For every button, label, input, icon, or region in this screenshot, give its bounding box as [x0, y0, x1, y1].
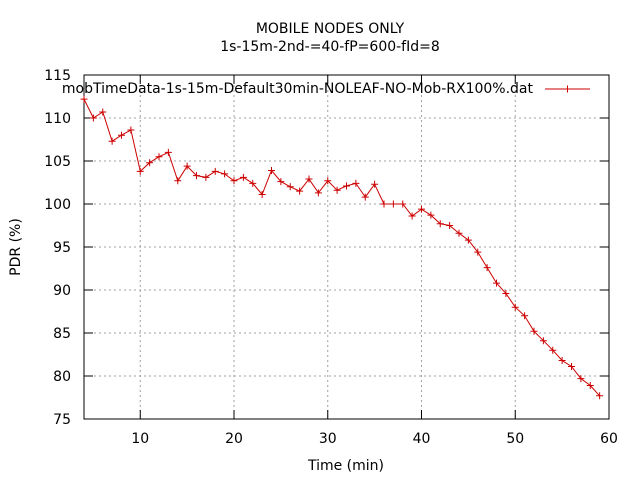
y-tick-label: 90	[53, 283, 71, 299]
data-point	[549, 346, 557, 354]
data-point	[352, 179, 360, 187]
data-point	[521, 312, 529, 320]
data-point	[455, 229, 463, 237]
data-point	[268, 166, 275, 174]
data-point	[193, 172, 200, 180]
legend-sample	[545, 85, 590, 93]
data-point	[277, 178, 285, 186]
data-point	[586, 381, 594, 389]
y-tick-label: 95	[53, 240, 71, 256]
x-tick-label: 30	[319, 431, 337, 447]
data-point	[258, 191, 266, 199]
legend-marker	[564, 85, 571, 93]
data-point	[446, 222, 454, 229]
y-tick-label: 115	[44, 68, 71, 84]
data-point	[502, 289, 510, 297]
data-point	[108, 137, 116, 145]
y-tick-label: 110	[44, 111, 71, 127]
gridlines	[84, 75, 609, 419]
data-point	[371, 180, 379, 188]
data-point	[174, 177, 182, 185]
data-point	[183, 162, 191, 170]
data-point	[596, 392, 604, 400]
y-axis-label: PDR (%)	[8, 218, 24, 276]
data-point	[155, 153, 163, 161]
data-point	[530, 327, 538, 335]
y-tick-label: 105	[44, 154, 71, 170]
data-point	[80, 95, 88, 103]
data-point	[146, 159, 154, 167]
data-point	[296, 187, 304, 195]
data-point	[343, 182, 350, 190]
data-point	[164, 148, 172, 156]
data-point	[314, 189, 322, 197]
data-point	[539, 337, 547, 345]
y-tick-label: 75	[53, 412, 71, 428]
series-line	[83, 98, 600, 397]
data-point	[408, 212, 416, 220]
data-point	[239, 173, 247, 181]
data-point	[333, 186, 341, 194]
data-point	[361, 193, 369, 201]
axis-ticks: 75 80 85 90 95 100 105 110 115 10 20 30 40 50 60	[44, 68, 618, 447]
data-point	[136, 167, 144, 175]
x-tick-label: 10	[131, 431, 149, 447]
data-point	[389, 200, 397, 208]
data-point	[418, 205, 425, 213]
x-tick-label: 20	[225, 431, 243, 447]
data-point	[211, 167, 219, 175]
data-point	[249, 179, 257, 187]
data-point	[427, 211, 435, 219]
x-axis-label: Time (min)	[307, 458, 384, 474]
legend-label: mobTimeData-1s-15m-Default30min-NOLEAF-N…	[62, 81, 534, 97]
chart-title: MOBILE NODES ONLY	[256, 21, 405, 37]
y-tick-label: 100	[44, 197, 71, 213]
data-point	[493, 279, 500, 287]
data-point	[127, 126, 135, 134]
data-point	[483, 264, 491, 272]
data-point	[474, 248, 482, 256]
data-point	[89, 114, 97, 122]
y-tick-label: 85	[53, 326, 71, 342]
data-point	[511, 303, 519, 311]
data-point	[221, 170, 229, 178]
data-point	[558, 357, 566, 365]
data-point	[464, 236, 472, 244]
data-point	[202, 173, 210, 181]
data-point	[399, 200, 407, 208]
data-point	[380, 200, 388, 208]
x-tick-label: 50	[506, 431, 524, 447]
data-point	[99, 108, 107, 116]
data-point	[286, 183, 294, 191]
x-tick-label: 60	[600, 431, 618, 447]
data-point	[436, 220, 444, 228]
y-tick-label: 80	[53, 369, 71, 385]
data-point	[577, 375, 585, 383]
data-series	[80, 95, 604, 400]
x-tick-label: 40	[413, 431, 431, 447]
data-point	[568, 363, 575, 371]
chart-subtitle: 1s-15m-2nd-=40-fP=600-fId=8	[220, 39, 440, 55]
data-point	[305, 175, 313, 183]
data-point	[230, 177, 238, 185]
data-point	[118, 131, 125, 139]
data-point	[324, 177, 332, 185]
